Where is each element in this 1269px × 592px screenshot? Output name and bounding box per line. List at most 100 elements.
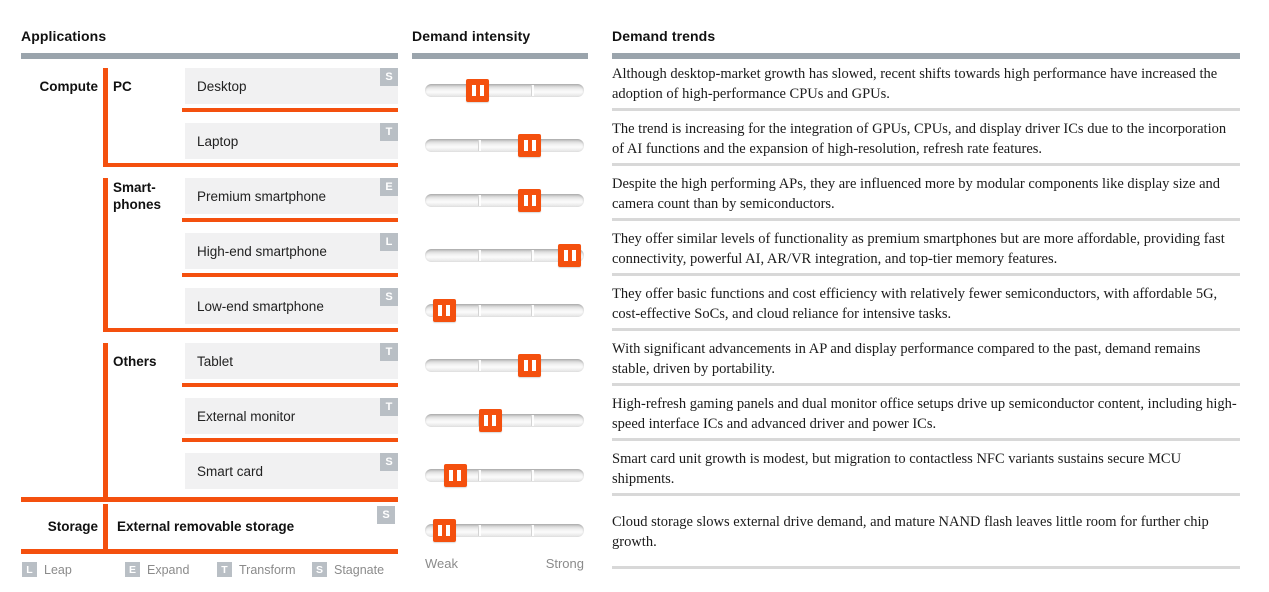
handle-grip-icon: [438, 525, 443, 536]
handle-grip-icon: [523, 140, 528, 151]
intensity-slider-track[interactable]: [425, 464, 584, 487]
slider-tick: [477, 140, 481, 151]
handle-grip-icon: [438, 305, 443, 316]
handle-grip-icon: [471, 85, 476, 96]
slider-tick: [530, 525, 534, 536]
intensity-slider-track[interactable]: [425, 79, 584, 102]
trend-row-divider: [612, 218, 1240, 221]
slider-tick: [477, 195, 481, 206]
app-item-box: Low-end smartphone S: [185, 288, 398, 324]
item-underline: [182, 383, 398, 387]
app-item-label: Desktop: [197, 78, 247, 94]
intensity-slider-track[interactable]: [425, 409, 584, 432]
trend-text: High-refresh gaming panels and dual moni…: [612, 396, 1237, 432]
intensity-slider-track[interactable]: [425, 134, 584, 157]
intensity-slider-handle[interactable]: [432, 519, 456, 542]
legend-item-leap: L Leap: [22, 562, 72, 577]
slider-tick: [477, 525, 481, 536]
intensity-slider-handle[interactable]: [518, 134, 542, 157]
legend-item-stagnate: S Stagnate: [312, 562, 384, 577]
category-label-storage: Storage: [47, 518, 98, 534]
handle-grip-icon: [531, 140, 536, 151]
handle-grip-icon: [446, 305, 451, 316]
app-item-box: Laptop T: [185, 123, 398, 159]
handle-grip-icon: [479, 85, 484, 96]
trend-row-divider: [612, 493, 1240, 496]
app-item-label: Low-end smartphone: [197, 298, 324, 314]
item-underline: [103, 328, 398, 332]
item-underline: [182, 273, 398, 277]
trend-text: They offer similar levels of functionali…: [612, 231, 1225, 267]
item-underline: [182, 438, 398, 442]
legend-badge-icon: L: [22, 562, 37, 577]
trend-text: With significant advancements in AP and …: [612, 341, 1201, 377]
category-label-compute: Compute: [39, 78, 99, 94]
intensity-slider-handle[interactable]: [466, 79, 489, 102]
legend-label: Expand: [147, 562, 190, 577]
app-item-label: External monitor: [197, 408, 296, 424]
demand-change-badge: T: [380, 398, 398, 416]
group-label-others: Others: [113, 353, 157, 369]
trend-row-divider: [612, 566, 1240, 569]
intensity-slider-track[interactable]: [425, 244, 584, 267]
app-item-box: Desktop S: [185, 68, 398, 104]
app-item-box: External monitor T: [185, 398, 398, 434]
legend-item-transform: T Transform: [217, 562, 296, 577]
trend-text: Although desktop-market growth has slowe…: [612, 66, 1218, 102]
trend-row-divider: [612, 273, 1240, 276]
legend-label: Leap: [44, 562, 72, 577]
handle-grip-icon: [531, 360, 536, 371]
weak-label: Weak: [425, 556, 458, 571]
slider-tick: [477, 360, 481, 371]
group-label-pc: PC: [113, 78, 132, 94]
demand-change-badge: S: [380, 453, 398, 471]
intensity-slider-handle[interactable]: [518, 189, 542, 212]
demand-change-badge: T: [380, 343, 398, 361]
intensity-slider-track[interactable]: [425, 299, 584, 322]
trend-text: Cloud storage slows external drive deman…: [612, 514, 1209, 550]
app-item-box: Smart card S: [185, 453, 398, 489]
slider-tick: [477, 470, 481, 481]
demand-change-badge: S: [377, 506, 395, 524]
intensity-slider-track[interactable]: [425, 519, 584, 542]
app-item-box: Premium smartphone E: [185, 178, 398, 214]
applications-header: Applications: [21, 28, 107, 44]
intensity-slider-handle[interactable]: [432, 299, 456, 322]
slider-tick: [530, 85, 534, 96]
slider-tick: [530, 305, 534, 316]
handle-grip-icon: [563, 250, 568, 261]
trend-row-divider: [612, 383, 1240, 386]
intensity-slider-handle[interactable]: [558, 244, 582, 267]
demand-trends-header-underline: [612, 53, 1240, 59]
intensity-slider-handle[interactable]: [478, 409, 502, 432]
demand-change-badge: T: [380, 123, 398, 141]
trend-row-divider: [612, 163, 1240, 166]
group-label-smart-phones: Smart- phones: [113, 180, 162, 212]
handle-grip-icon: [457, 470, 462, 481]
trend-row-divider: [612, 438, 1240, 441]
intensity-slider-handle[interactable]: [518, 354, 542, 377]
intensity-slider-track[interactable]: [425, 354, 584, 377]
app-item-label-storage: External removable storage: [117, 518, 295, 534]
group-bracket-bar: [103, 178, 108, 332]
demand-intensity-header: Demand intensity: [412, 28, 531, 44]
intensity-slider-handle[interactable]: [443, 464, 467, 487]
slider-tick: [530, 470, 534, 481]
handle-grip-icon: [446, 525, 451, 536]
item-underline: [103, 163, 398, 167]
trend-text: The trend is increasing for the integrat…: [612, 121, 1227, 157]
intensity-slider-track[interactable]: [425, 189, 584, 212]
item-underline: [21, 549, 398, 554]
trend-row-divider: [612, 108, 1240, 111]
handle-grip-icon: [523, 360, 528, 371]
legend-item-expand: E Expand: [125, 562, 189, 577]
handle-grip-icon: [492, 415, 497, 426]
handle-grip-icon: [484, 415, 489, 426]
app-item-label: Laptop: [197, 133, 239, 149]
handle-grip-icon: [449, 470, 454, 481]
demand-intensity-header-underline: [412, 53, 588, 59]
group-bracket-bar: [103, 504, 108, 549]
app-item-label: Premium smartphone: [197, 188, 327, 204]
slider-tick: [477, 250, 481, 261]
item-underline: [21, 497, 398, 502]
